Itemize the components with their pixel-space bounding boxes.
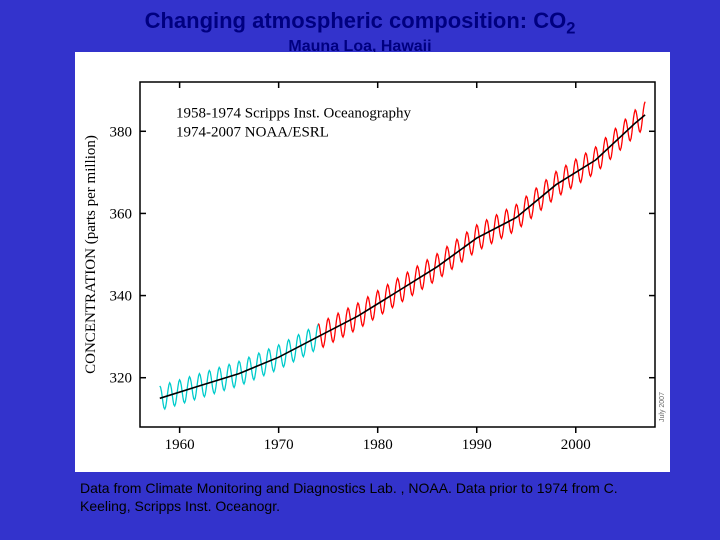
title-subscript: 2 xyxy=(566,19,575,37)
date-stamp: July 2007 xyxy=(659,392,666,422)
svg-text:320: 320 xyxy=(110,371,133,387)
svg-text:1970: 1970 xyxy=(264,437,294,453)
slide: Changing atmospheric composition: CO2 Ma… xyxy=(0,0,720,540)
svg-text:2000: 2000 xyxy=(561,437,591,453)
svg-text:CONCENTRATION (parts per milli: CONCENTRATION (parts per million) xyxy=(83,135,99,374)
svg-text:340: 340 xyxy=(110,289,133,305)
slide-title: Changing atmospheric composition: CO2 xyxy=(0,8,720,38)
svg-text:1960: 1960 xyxy=(165,437,195,453)
caption-text: Data from Climate Monitoring and Diagnos… xyxy=(80,480,640,515)
trend-series xyxy=(160,115,645,398)
co2-line-chart: 1960 1970 1980 1990 2000 320 340 360 380 CONCENTR… xyxy=(75,52,670,472)
svg-text:380: 380 xyxy=(110,124,133,140)
legend-line: 1958-1974 Scripps Inst. Oceanography xyxy=(176,106,411,122)
svg-text:1990: 1990 xyxy=(462,437,492,453)
chart-container: 1960 1970 1980 1990 2000 320 340 360 380 CONCENTR… xyxy=(75,52,670,472)
scripps-series xyxy=(160,324,318,409)
svg-text:1980: 1980 xyxy=(363,437,393,453)
title-text: Changing atmospheric composition: CO xyxy=(145,8,567,33)
legend-line: 1974-2007 NOAA/ESRL xyxy=(176,124,329,140)
svg-text:360: 360 xyxy=(110,206,133,222)
